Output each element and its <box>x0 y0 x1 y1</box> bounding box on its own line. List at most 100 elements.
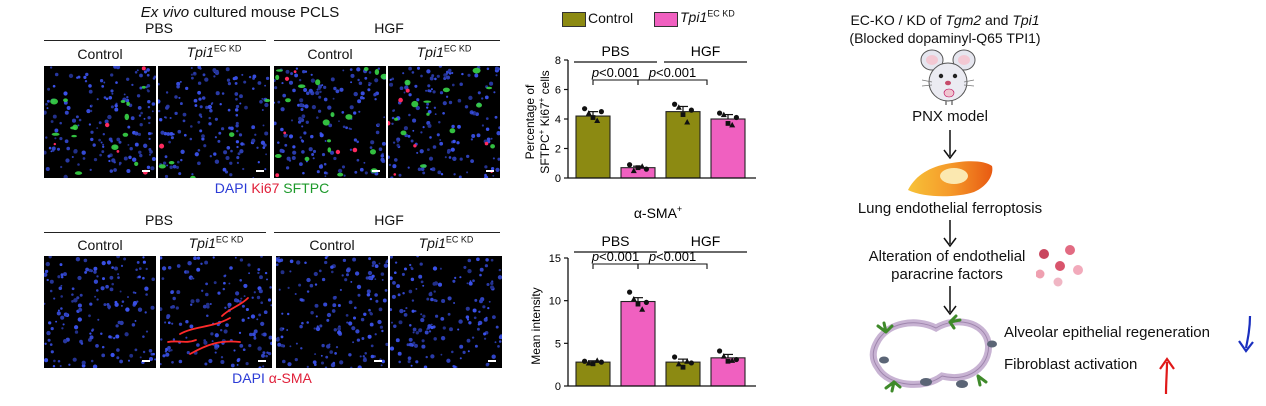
nucleus-dot <box>194 104 198 107</box>
ki67-cell <box>275 173 280 178</box>
sftpc-cell <box>126 101 130 106</box>
nucleus-dot <box>54 137 57 140</box>
nucleus-dot <box>229 266 233 270</box>
nucleus-dot <box>326 312 332 318</box>
nucleus-dot <box>434 113 437 115</box>
nucleus-dot <box>116 137 121 142</box>
nucleus-dot <box>82 157 86 160</box>
nucleus-dot <box>402 72 405 75</box>
nucleus-dot <box>346 273 349 277</box>
ki67-cell <box>398 97 403 103</box>
nucleus-dot <box>260 140 266 145</box>
nucleus-dot <box>83 75 87 79</box>
nucleus-dot <box>50 350 54 354</box>
ki67-cell <box>284 76 290 81</box>
nucleus-dot <box>300 298 304 302</box>
nucleus-dot <box>93 279 99 284</box>
nucleus-dot <box>315 326 321 332</box>
nucleus-dot <box>230 126 234 131</box>
nucleus-dot <box>371 260 376 265</box>
sftpc-cell <box>420 164 427 168</box>
nucleus-dot <box>223 281 226 285</box>
nucleus-dot <box>52 364 56 368</box>
nucleus-dot <box>262 351 266 355</box>
nucleus-dot <box>66 105 71 110</box>
nucleus-dot <box>224 274 227 277</box>
micrograph-a-hgf-control <box>274 66 386 178</box>
nucleus-dot <box>308 88 313 93</box>
nucleus-dot <box>232 76 236 81</box>
nucleus-dot <box>476 327 480 331</box>
nucleus-dot <box>319 90 322 94</box>
ki67-cell <box>335 149 341 155</box>
nucleus-dot <box>65 158 70 163</box>
sftpc-cell <box>423 100 432 103</box>
sftpc-cell <box>322 119 330 126</box>
nucleus-dot <box>201 289 204 292</box>
nucleus-dot <box>249 332 253 337</box>
nucleus-dot <box>256 318 259 321</box>
nucleus-dot <box>472 308 477 313</box>
nucleus-dot <box>433 337 437 341</box>
nucleus-dot <box>234 92 239 96</box>
nucleus-dot <box>437 170 442 175</box>
nucleus-dot <box>97 318 100 321</box>
nucleus-dot <box>289 259 294 264</box>
data-point <box>720 353 727 359</box>
nucleus-dot <box>139 73 143 78</box>
nucleus-dot <box>235 291 240 296</box>
nucleus-dot <box>252 87 255 90</box>
nucleus-dot <box>148 349 153 353</box>
nucleus-dot <box>358 110 361 113</box>
nucleus-dot <box>203 340 208 345</box>
nucleus-dot <box>145 267 148 271</box>
nucleus-dot <box>274 86 278 90</box>
nucleus-dot <box>428 292 433 297</box>
nucleus-dot <box>352 316 357 320</box>
data-point <box>680 112 686 117</box>
sftpc-cell <box>486 86 493 90</box>
nucleus-dot <box>428 330 432 333</box>
nucleus-dot <box>353 111 357 115</box>
panel-b-group-rule-pbs <box>44 232 266 233</box>
nucleus-dot <box>193 72 196 75</box>
sftpc-cell <box>442 87 450 93</box>
nucleus-dot <box>176 81 181 86</box>
nucleus-dot <box>135 268 138 271</box>
kd-sup-label: EC KD <box>215 234 244 245</box>
nucleus-dot <box>238 300 242 303</box>
nucleus-dot <box>178 322 183 326</box>
nucleus-dot <box>452 279 456 283</box>
nucleus-dot <box>342 125 346 129</box>
data-point <box>590 361 596 367</box>
panel-b-group-hgf: HGF <box>374 212 404 228</box>
nucleus-dot <box>430 323 433 326</box>
nucleus-dot <box>420 318 425 323</box>
nucleus-dot <box>334 352 337 355</box>
nucleus-dot <box>49 279 54 284</box>
nucleus-dot <box>286 156 291 161</box>
nucleus-dot <box>89 302 93 306</box>
nucleus-dot <box>116 348 120 352</box>
stain-sma: α-SMA <box>268 370 312 386</box>
nucleus-dot <box>197 66 201 69</box>
nucleus-dot <box>226 78 231 82</box>
nucleus-dot <box>484 173 487 177</box>
nucleus-dot <box>176 85 180 89</box>
nucleus-dot <box>281 312 284 315</box>
nucleus-dot <box>374 264 379 269</box>
sftpc-cell <box>490 144 495 149</box>
nucleus-dot <box>110 89 114 93</box>
nucleus-dot <box>244 105 248 110</box>
micrograph-a-pbs-control-image <box>44 66 156 178</box>
micrograph-b-hgf-kd <box>390 256 502 368</box>
panel-a-title: Ex vivo cultured mouse PCLS <box>100 4 380 21</box>
nucleus-dot <box>261 97 264 100</box>
nucleus-dot <box>374 98 377 101</box>
nucleus-dot <box>474 344 478 348</box>
nucleus-dot <box>466 171 469 174</box>
panel-a-title-italic: Ex vivo <box>140 4 190 21</box>
nucleus-dot <box>89 332 92 335</box>
nucleus-dot <box>486 67 490 71</box>
nucleus-dot <box>46 278 49 282</box>
